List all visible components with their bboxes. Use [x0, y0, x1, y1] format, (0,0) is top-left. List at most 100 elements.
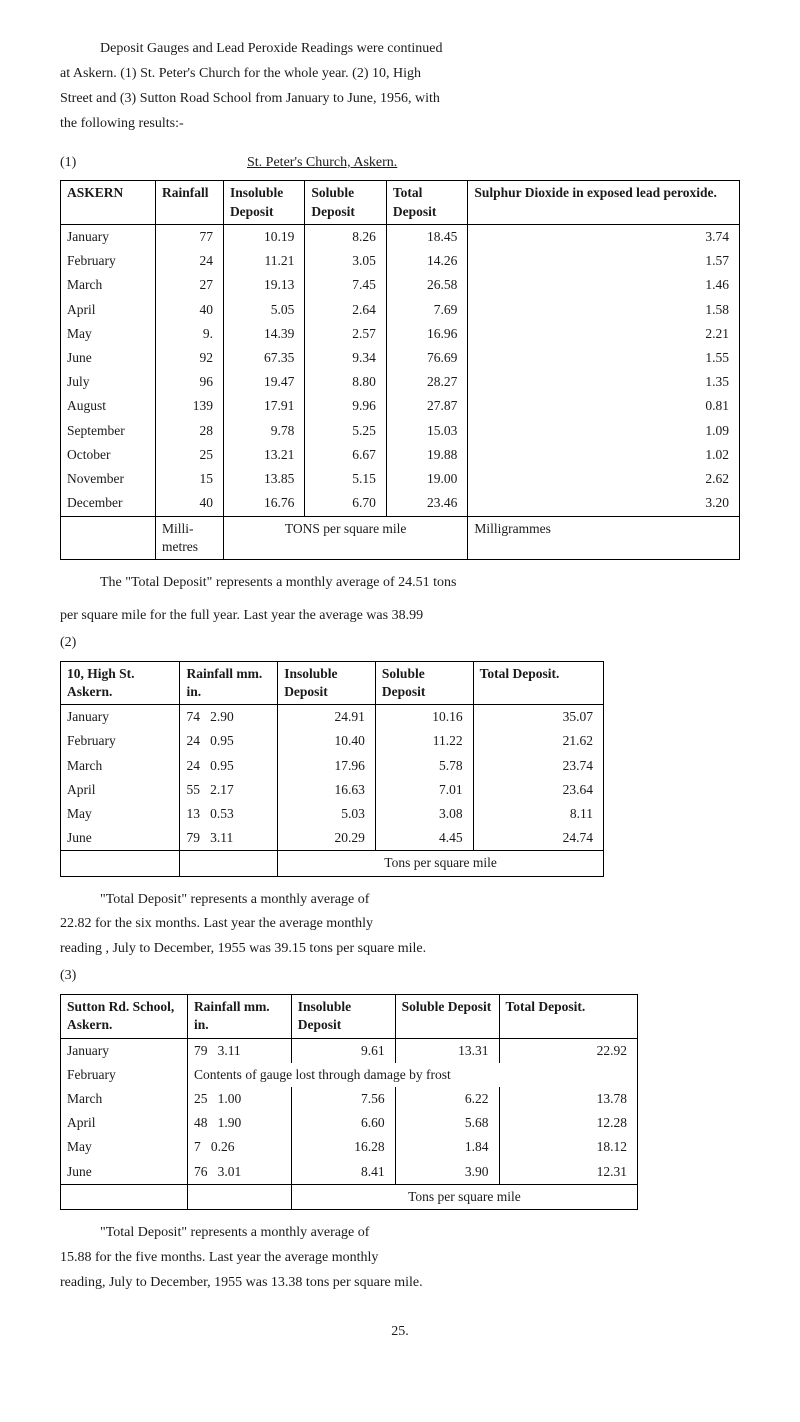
table-cell: 11.22	[375, 729, 473, 753]
table-cell: March	[61, 754, 180, 778]
table-cell: 18.12	[499, 1135, 637, 1159]
table3-note: "Total Deposit" represents a monthly ave…	[60, 1224, 740, 1243]
table-row: May9.14.392.5716.962.21	[61, 322, 740, 346]
table-row: May13 0.535.033.088.11	[61, 802, 604, 826]
table1-note: The "Total Deposit" represents a monthly…	[60, 574, 740, 593]
table-cell: 21.62	[473, 729, 603, 753]
table-cell: 24 0.95	[180, 754, 278, 778]
table-cell: 13.85	[223, 467, 304, 491]
table-cell: November	[61, 467, 156, 491]
table-cell: 10.19	[223, 224, 304, 249]
table-row: February2411.213.0514.261.57	[61, 249, 740, 273]
footer-cell	[61, 516, 156, 559]
footer-cell: Tons per square mile	[291, 1184, 637, 1209]
table-cell: 25	[156, 443, 224, 467]
table-cell: 16.63	[278, 778, 376, 802]
table-cell: 3.74	[468, 224, 740, 249]
table-cell: December	[61, 491, 156, 516]
table-cell: 18.45	[386, 224, 467, 249]
table-high-st: 10, High St. Askern. Rainfall mm. in. In…	[60, 661, 604, 877]
table-cell: 23.46	[386, 491, 467, 516]
col-header: Soluble Deposit	[395, 995, 499, 1038]
table-cell: 1.02	[468, 443, 740, 467]
table-cell: 19.47	[223, 370, 304, 394]
table-cell: 1.57	[468, 249, 740, 273]
table-cell: 2.21	[468, 322, 740, 346]
col-header: Total Deposit.	[473, 661, 603, 704]
table-cell: April	[61, 778, 180, 802]
table-cell: 6.67	[305, 443, 386, 467]
table-cell: 74 2.90	[180, 705, 278, 730]
table-cell: 14.39	[223, 322, 304, 346]
table-cell: 17.91	[223, 394, 304, 418]
table-cell: 76 3.01	[187, 1160, 291, 1185]
table-row: January74 2.9024.9110.1635.07	[61, 705, 604, 730]
table-cell: 11.21	[223, 249, 304, 273]
table-cell: 16.28	[291, 1135, 395, 1159]
table-cell: 25 1.00	[187, 1087, 291, 1111]
footer-cell: Tons per square mile	[278, 851, 604, 876]
table-cell: 67.35	[223, 346, 304, 370]
intro-line: the following results:-	[60, 115, 740, 134]
col-header: Insoluble Deposit	[223, 181, 304, 224]
table-cell: 10.16	[375, 705, 473, 730]
table-cell: 1.55	[468, 346, 740, 370]
table-cell: 0.81	[468, 394, 740, 418]
table-cell: 1.09	[468, 419, 740, 443]
table-st-peters: ASKERN Rainfall Insoluble Deposit Solubl…	[60, 180, 740, 560]
table-cell: 5.68	[395, 1111, 499, 1135]
table-row: September289.785.2515.031.09	[61, 419, 740, 443]
table-cell: 8.11	[473, 802, 603, 826]
footer-cell	[180, 851, 278, 876]
table-row: June76 3.018.413.9012.31	[61, 1160, 638, 1185]
table-cell: 24.91	[278, 705, 376, 730]
table-row: November1513.855.1519.002.62	[61, 467, 740, 491]
table-cell: 24	[156, 249, 224, 273]
table-cell: 12.28	[499, 1111, 637, 1135]
table-row: March24 0.9517.965.7823.74	[61, 754, 604, 778]
table-cell: 15	[156, 467, 224, 491]
table-cell: 13.78	[499, 1087, 637, 1111]
table-cell: February	[61, 729, 180, 753]
table3-note: 15.88 for the five months. Last year the…	[60, 1249, 740, 1268]
col-header: ASKERN	[61, 181, 156, 224]
table-cell: October	[61, 443, 156, 467]
table-cell: March	[61, 1087, 188, 1111]
footer-cell: Milli-metres	[156, 516, 224, 559]
table3-heading: (3)	[60, 967, 740, 986]
table2-note: reading , July to December, 1955 was 39.…	[60, 940, 740, 959]
table1-label: (1)	[60, 154, 100, 173]
table-cell: 14.26	[386, 249, 467, 273]
table-cell: 3.05	[305, 249, 386, 273]
col-header: Total Deposit	[386, 181, 467, 224]
table-cell: 76.69	[386, 346, 467, 370]
intro-line: Street and (3) Sutton Road School from J…	[60, 90, 740, 109]
table-cell: 19.00	[386, 467, 467, 491]
table-row: FebruaryContents of gauge lost through d…	[61, 1063, 638, 1087]
intro-line: Deposit Gauges and Lead Peroxide Reading…	[60, 40, 740, 59]
footer-cell: Milligrammes	[468, 516, 740, 559]
table-cell: 22.92	[499, 1038, 637, 1063]
table-cell: 2.57	[305, 322, 386, 346]
intro-line: at Askern. (1) St. Peter's Church for th…	[60, 65, 740, 84]
col-header: 10, High St. Askern.	[61, 661, 180, 704]
table-cell: 6.60	[291, 1111, 395, 1135]
table-cell: May	[61, 322, 156, 346]
table-cell: 7.45	[305, 273, 386, 297]
table-cell: 6.70	[305, 491, 386, 516]
table-cell: 1.46	[468, 273, 740, 297]
intro-paragraph: Deposit Gauges and Lead Peroxide Reading…	[60, 40, 740, 134]
table-cell: June	[61, 826, 180, 851]
table-cell: 28.27	[386, 370, 467, 394]
col-header: Sulphur Dioxide in exposed lead peroxide…	[468, 181, 740, 224]
table-cell: 13.31	[395, 1038, 499, 1063]
table-row: March25 1.007.566.2213.78	[61, 1087, 638, 1111]
table-cell: June	[61, 1160, 188, 1185]
table-cell: 9.78	[223, 419, 304, 443]
table-cell: 3.90	[395, 1160, 499, 1185]
table-cell: 6.22	[395, 1087, 499, 1111]
table-row: July9619.478.8028.271.35	[61, 370, 740, 394]
table2-heading: (2)	[60, 634, 740, 653]
table-cell: 16.76	[223, 491, 304, 516]
table-cell: 23.64	[473, 778, 603, 802]
